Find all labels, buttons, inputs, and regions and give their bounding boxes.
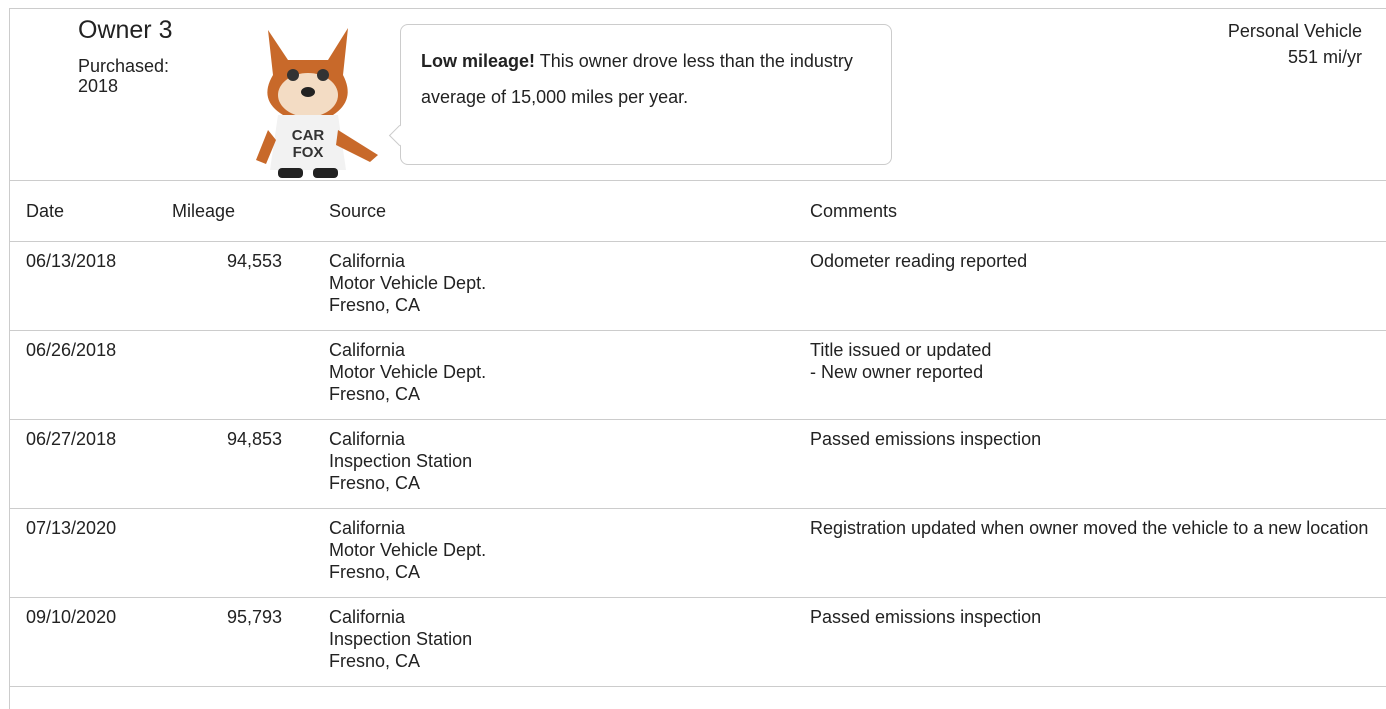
table-row: 06/26/2018 California Motor Vehicle Dept. F… <box>9 330 1386 420</box>
table-row: 07/13/2020 California Motor Vehicle Dept. F… <box>9 508 1386 598</box>
date: 06/26/2018 <box>26 340 117 360</box>
column-header: Date <box>26 201 65 221</box>
table-header: Date Mileage Source Comments <box>9 180 1386 242</box>
comment: Title issued or updated <box>810 340 992 360</box>
mascot: CAR FOX <box>256 28 378 178</box>
mileage: 94,553 <box>226 251 282 271</box>
callout: Low mileage! This owner drove less than … <box>400 24 892 165</box>
page: Owner 3 Purchased: 2018 CAR FOX Low mile… <box>9 8 1386 709</box>
source-line: California <box>329 251 406 271</box>
vehicle-info: Personal Vehicle 551 mi/yr <box>1228 18 1362 70</box>
owner-title: Owner 3 <box>78 16 173 44</box>
mileage: 95,793 <box>226 607 282 627</box>
comment: Passed emissions inspection <box>810 429 1042 449</box>
source-line: Fresno, CA <box>329 473 421 493</box>
callout-text: This owner drove less than the industry … <box>421 51 853 107</box>
table-row: 06/27/2018 94,853 California Inspection Sta… <box>9 419 1386 509</box>
source-line: Fresno, CA <box>329 384 421 404</box>
mileage: 94,853 <box>226 429 282 449</box>
source-line: California <box>329 340 406 360</box>
vehicle-type: Personal Vehicle <box>1227 21 1362 41</box>
frame <box>9 8 1386 709</box>
mileage-rate: 551 mi/yr <box>1287 47 1362 67</box>
column-header: Source <box>329 201 387 221</box>
source-line: Inspection Station <box>329 451 473 471</box>
column-header: Comments <box>810 201 898 221</box>
comment: Registration updated when owner moved th… <box>810 518 1369 538</box>
purchased: Purchased: 2018 <box>78 56 170 96</box>
date: 09/10/2020 <box>26 607 117 627</box>
source-line: Motor Vehicle Dept. <box>329 362 487 382</box>
shirt-text: FOX <box>293 144 324 161</box>
source-line: California <box>329 518 406 538</box>
comment: Passed emissions inspection <box>810 607 1042 627</box>
source-line: California <box>329 607 406 627</box>
table-row: 06/13/2018 94,553 California Motor Vehicle … <box>9 241 1386 331</box>
source-line: Fresno, CA <box>329 562 421 582</box>
date: 07/13/2020 <box>26 518 117 538</box>
date: 06/13/2018 <box>26 251 117 271</box>
source-line: Fresno, CA <box>329 295 421 315</box>
source-line: Fresno, CA <box>329 651 421 671</box>
source-line: California <box>329 429 406 449</box>
date: 06/27/2018 <box>26 429 117 449</box>
comment: Odometer reading reported <box>810 251 1028 271</box>
source-line: Inspection Station <box>329 629 473 649</box>
source-line: Motor Vehicle Dept. <box>329 540 487 560</box>
comment-detail: - New owner reported <box>810 362 984 382</box>
table-row: 09/10/2020 95,793 California Inspection Sta… <box>9 597 1386 687</box>
source-line: Motor Vehicle Dept. <box>329 273 487 293</box>
shirt-text: CAR <box>292 127 325 144</box>
column-header: Mileage <box>172 201 236 221</box>
callout-highlight: Low mileage! <box>421 51 536 71</box>
